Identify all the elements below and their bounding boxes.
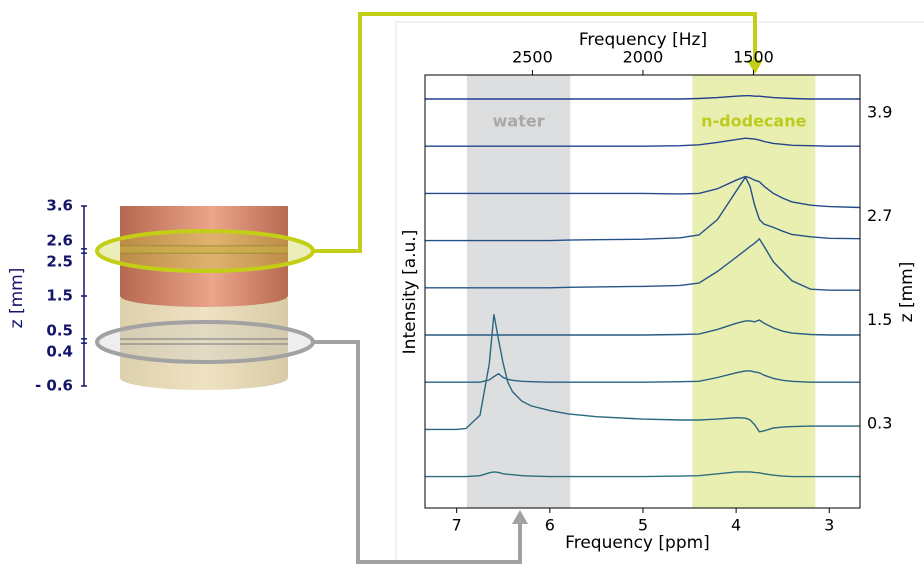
x2-tick-label: 2000 <box>623 48 664 67</box>
band-label: n-dodecane <box>701 112 806 131</box>
slice-ring-top <box>95 229 315 273</box>
z-axis-label: z [mm] <box>7 268 27 329</box>
arrow-bottom <box>512 510 528 524</box>
y2-axis-label: z [mm] <box>897 262 917 323</box>
spectrum-line <box>425 175 861 242</box>
arrow-top <box>747 60 763 74</box>
x2-axis-label: Frequency [Hz] <box>579 30 707 50</box>
band-label: water <box>493 112 545 131</box>
band <box>692 75 816 508</box>
y2-tick-label: 0.3 <box>867 414 892 433</box>
y2-tick-label: 3.9 <box>867 103 892 122</box>
x2-tick-label: 2500 <box>512 48 553 67</box>
z-tick-label: - 0.6 <box>35 377 73 395</box>
z-tick-label: 0.4 <box>46 343 73 361</box>
x-tick-label: 4 <box>731 516 741 535</box>
z-tick-label: 3.6 <box>46 197 73 215</box>
spectrum-line <box>425 175 861 209</box>
spectrum-line <box>425 471 860 478</box>
z-tick-label: 2.5 <box>46 253 73 271</box>
x-tick-label: 5 <box>638 516 648 535</box>
spectrum-line <box>425 137 860 147</box>
z-tick-label: 0.5 <box>46 321 73 339</box>
connector-top <box>313 12 757 253</box>
y2-tick-label: 1.5 <box>867 310 892 329</box>
y-axis-label: Intensity [a.u.] <box>400 230 420 355</box>
y2-tick-label: 2.7 <box>867 206 892 225</box>
z-axis: 3.6 2.6 2.5 1.5 0.5 0.4 - 0.6 z [mm] <box>7 197 87 395</box>
spectrum-line <box>425 95 860 100</box>
x-tick-label: 7 <box>452 516 462 535</box>
slice-ring-bottom <box>95 320 315 364</box>
x-tick-label: 6 <box>545 516 555 535</box>
x2-tick-label: 1500 <box>733 48 774 67</box>
spectra-plot: water n-dodecane 7 6 5 4 3 2500 2000 1500 3.9 2.7 1.… <box>400 30 917 553</box>
spectrum-line <box>425 314 860 433</box>
spectrum-line <box>425 319 860 336</box>
x-tick-label: 3 <box>824 516 834 535</box>
connector-bottom <box>313 340 522 564</box>
spectrum-line <box>425 370 860 383</box>
x-axis-label: Frequency [ppm] <box>565 533 710 553</box>
z-tick-label: 1.5 <box>46 287 73 305</box>
band <box>466 75 571 508</box>
spectrum-line <box>425 237 860 291</box>
z-tick-label: 2.6 <box>46 231 73 249</box>
